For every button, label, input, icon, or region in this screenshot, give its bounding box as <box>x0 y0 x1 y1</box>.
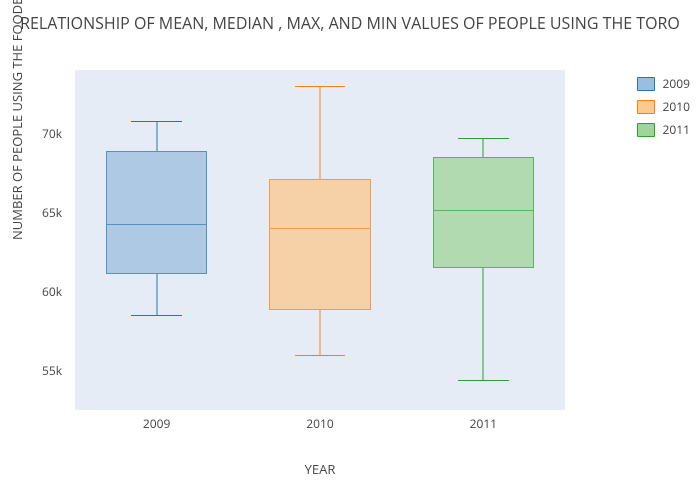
box-group <box>433 70 534 410</box>
box-iqr <box>106 151 207 274</box>
legend-swatch <box>637 100 655 114</box>
box-group <box>269 70 370 410</box>
y-tick-label: 55k <box>0 362 70 379</box>
legend-item[interactable]: 2010 <box>637 98 690 115</box>
whisker-lower <box>156 274 157 315</box>
y-tick-label: 65k <box>0 204 70 221</box>
x-tick-label: 2009 <box>143 415 170 432</box>
median-line <box>434 210 533 211</box>
legend-label: 2010 <box>663 98 690 115</box>
y-tick-label: 70k <box>0 125 70 142</box>
x-tick-label: 2010 <box>306 415 333 432</box>
x-axis-label: YEAR <box>75 460 565 478</box>
whisker-cap-lower <box>458 380 509 381</box>
median-line <box>107 224 206 225</box>
box-iqr <box>433 157 534 268</box>
whisker-upper <box>156 121 157 151</box>
x-tick-label: 2011 <box>470 415 497 432</box>
chart-title: RELATIONSHIP OF MEAN, MEDIAN , MAX, AND … <box>0 12 700 34</box>
whisker-upper <box>319 86 320 179</box>
box-iqr <box>269 179 370 310</box>
whisker-upper <box>483 138 484 157</box>
median-line <box>270 228 369 229</box>
whisker-cap-lower <box>131 315 182 316</box>
legend-item[interactable]: 2009 <box>637 75 690 92</box>
legend-label: 2009 <box>663 75 690 92</box>
box-group <box>106 70 207 410</box>
legend: 2009 2010 2011 <box>637 75 690 144</box>
plot-area <box>75 70 565 410</box>
y-tick-label: 60k <box>0 283 70 300</box>
whisker-cap-upper <box>295 86 346 87</box>
legend-swatch <box>637 77 655 91</box>
whisker-cap-upper <box>458 138 509 139</box>
whisker-cap-upper <box>131 121 182 122</box>
whisker-lower <box>319 310 320 354</box>
legend-label: 2011 <box>663 121 690 138</box>
legend-swatch <box>637 123 655 137</box>
legend-item[interactable]: 2011 <box>637 121 690 138</box>
whisker-cap-lower <box>295 355 346 356</box>
whisker-lower <box>483 268 484 380</box>
